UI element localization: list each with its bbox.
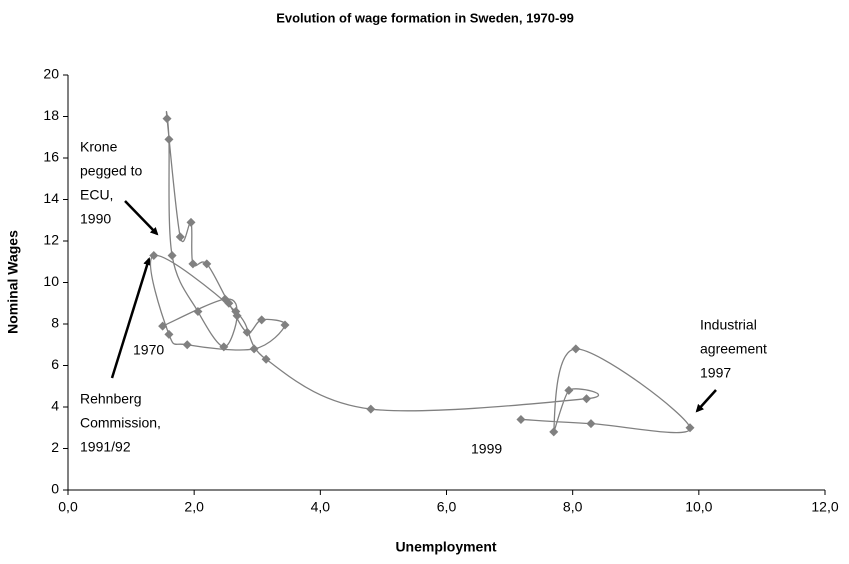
annotation: Industrial: [700, 317, 757, 333]
y-tick-label: 6: [51, 356, 59, 372]
marker: [516, 414, 526, 424]
marker: [182, 340, 192, 350]
annotation: 1999: [471, 441, 502, 457]
marker: [571, 344, 581, 354]
marker: [175, 232, 185, 242]
annotation: 1970: [133, 342, 164, 358]
marker: [366, 404, 376, 414]
marker: [167, 251, 177, 261]
marker: [202, 259, 212, 269]
annotation: 1990: [80, 211, 111, 227]
marker: [224, 298, 234, 308]
y-tick-label: 10: [43, 273, 59, 289]
annotation: 1991/92: [80, 439, 131, 455]
y-tick-label: 14: [43, 190, 59, 206]
y-tick-label: 2: [51, 439, 59, 455]
annotation: Rehnberg: [80, 391, 142, 407]
arrow: [124, 200, 159, 236]
marker: [586, 419, 596, 429]
marker: [242, 327, 252, 337]
annotation: agreement: [700, 341, 767, 357]
marker: [685, 423, 695, 433]
marker: [582, 394, 592, 404]
x-tick-label: 6,0: [437, 499, 457, 515]
marker: [188, 259, 198, 269]
annotation: Krone: [80, 139, 118, 155]
x-tick-label: 12,0: [811, 499, 838, 515]
marker: [231, 307, 241, 317]
x-tick-label: 0,0: [58, 499, 78, 515]
marker: [193, 307, 203, 317]
chart-title: Evolution of wage formation in Sweden, 1…: [276, 10, 574, 25]
marker: [186, 217, 196, 227]
marker: [549, 427, 559, 437]
y-tick-label: 18: [43, 107, 59, 123]
y-tick-label: 20: [43, 66, 59, 82]
series-line: [149, 111, 691, 434]
y-tick-label: 12: [43, 232, 59, 248]
marker: [261, 354, 271, 364]
marker: [257, 315, 267, 325]
annotation: ECU,: [80, 187, 113, 203]
marker: [149, 251, 159, 261]
marker: [162, 114, 172, 124]
y-tick-label: 16: [43, 149, 59, 165]
y-tick-label: 8: [51, 315, 59, 331]
x-axis-title: Unemployment: [395, 539, 496, 555]
y-tick-label: 4: [51, 398, 59, 414]
x-tick-label: 4,0: [311, 499, 331, 515]
y-axis-title: Nominal Wages: [5, 230, 21, 334]
marker: [164, 329, 174, 339]
annotation: 1997: [700, 365, 731, 381]
y-tick-label: 0: [51, 481, 59, 497]
marker: [158, 321, 168, 331]
annotation: Commission,: [80, 415, 161, 431]
arrow: [110, 257, 152, 379]
x-tick-label: 8,0: [563, 499, 583, 515]
marker: [280, 320, 290, 330]
x-tick-label: 2,0: [184, 499, 204, 515]
marker: [249, 344, 259, 354]
marker: [564, 385, 574, 395]
arrow: [695, 389, 717, 413]
marker: [164, 134, 174, 144]
x-tick-label: 10,0: [685, 499, 712, 515]
marker: [219, 342, 229, 352]
annotation: pegged to: [80, 163, 142, 179]
